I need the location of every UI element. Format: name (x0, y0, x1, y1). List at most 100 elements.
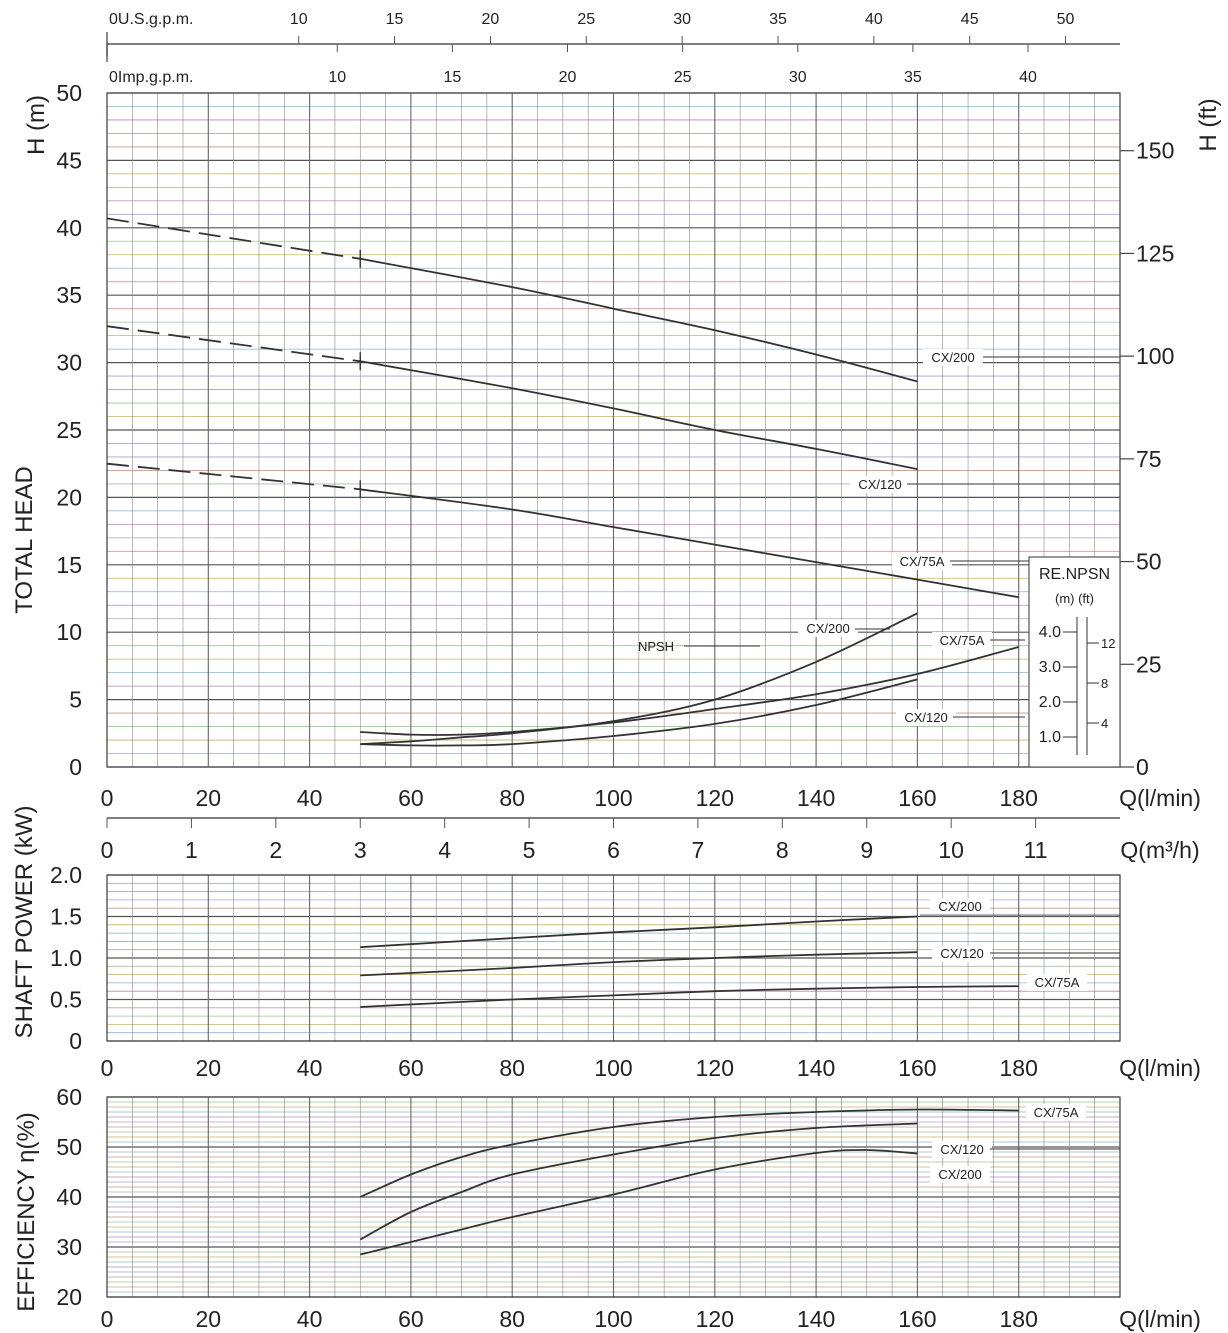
ft-tick-label: 25 (1136, 651, 1162, 677)
eff-curve-cx-75a (359, 1108, 1019, 1198)
head-x-tick-label: 60 (398, 785, 424, 811)
label-eff-cx-75a: CX/75A (1034, 1105, 1079, 1120)
power-curve-cx-75a (360, 985, 1019, 1008)
label-eff-cx-200: CX/200 (938, 1167, 981, 1182)
power-x-axis-label: Q(l/min) (1119, 1055, 1201, 1081)
label-power-cx-200-bg (930, 898, 990, 915)
imp-gpm-tick-label: 25 (674, 69, 692, 86)
axes (106, 32, 1134, 828)
head-y-tick-label: 0 (69, 754, 82, 780)
label-head-cx-200-bg (923, 349, 983, 366)
us-gpm-tick-label: 45 (961, 11, 979, 28)
eff-x-tick-label: 40 (297, 1306, 323, 1332)
head-y-tick-label: 20 (56, 484, 82, 510)
m3h-tick-label: 0 (101, 837, 114, 863)
ft-tick-label: 125 (1136, 240, 1174, 266)
power-x-tick-label: 120 (696, 1055, 734, 1081)
power-x-tick-label: 160 (898, 1055, 936, 1081)
label-npsh-cx-75a-bg (932, 632, 992, 649)
re-npsh-ft-tick-label: 4 (1101, 716, 1108, 731)
label-npsh-cx-120-bg (896, 709, 956, 726)
m3h-tick-label: 5 (523, 837, 536, 863)
head-curve-cx-200-dashed (106, 217, 361, 260)
head-unit-right-label: H (ft) (1195, 98, 1222, 151)
label-npsh-cx-120: CX/120 (904, 710, 947, 725)
label-eff-cx-120: CX/120 (940, 1142, 983, 1157)
power-x-tick-label: 100 (594, 1055, 632, 1081)
curves (106, 217, 1019, 1256)
eff-y-axis-label: EFFICIENCY η(%) (13, 1112, 40, 1312)
eff-x-tick-label: 160 (898, 1306, 936, 1332)
m3h-tick-label: 2 (269, 837, 282, 863)
eff-x-tick-label: 20 (196, 1306, 222, 1332)
re-npsh-units: (m) (ft) (1055, 591, 1094, 606)
head-curve-cx-75a (360, 488, 1019, 599)
eff-x-tick-label: 120 (696, 1306, 734, 1332)
re-npsh-m-tick-label: 2.0 (1039, 694, 1061, 711)
power-x-tick-label: 0 (101, 1055, 114, 1081)
us-gpm-tick-label: 20 (482, 11, 500, 28)
us-gpm-tick-label: 35 (769, 11, 787, 28)
head-y-tick-label: 45 (56, 147, 82, 173)
eff-x-tick-label: 0 (101, 1306, 114, 1332)
power-x-tick-label: 180 (1000, 1055, 1038, 1081)
head-curve-cx-120-dashed (106, 325, 361, 363)
m3h-tick-label: 4 (438, 837, 451, 863)
eff-curve-cx-200 (360, 1149, 918, 1256)
eff-y-tick-label: 60 (56, 1084, 82, 1110)
label-head-cx-200: CX/200 (931, 350, 974, 365)
imp-gpm-tick-label: 40 (1019, 69, 1037, 86)
imp-gpm-tick-label: 10 (328, 69, 346, 86)
m3h-tick-label: 9 (860, 837, 873, 863)
m3h-tick-label: 6 (607, 837, 620, 863)
head-x-axis-label: Q(l/min) (1119, 785, 1201, 811)
head-y-tick-label: 25 (56, 417, 82, 443)
ft-tick-label: 0 (1136, 754, 1149, 780)
ft-tick-label: 150 (1136, 138, 1174, 164)
ft-tick-label: 50 (1136, 549, 1162, 575)
npsh-curve-cx-120 (360, 678, 918, 747)
m3h-tick-label: 8 (776, 837, 789, 863)
head-x-tick-label: 0 (101, 785, 114, 811)
power-x-tick-label: 80 (499, 1055, 525, 1081)
head-y-tick-label: 10 (56, 619, 82, 645)
label-npsh-cx-200-bg (798, 620, 858, 637)
head-y-tick-label: 30 (56, 350, 82, 376)
eff-curve-cx-120 (359, 1122, 918, 1241)
m3h-tick-label: 3 (354, 837, 367, 863)
label-eff-cx-75a-bg (1026, 1104, 1086, 1121)
m3h-tick-label: 1 (185, 837, 198, 863)
label-power-cx-200: CX/200 (938, 899, 981, 914)
power-y-tick-label: 0 (69, 1028, 82, 1054)
eff-x-tick-label: 80 (499, 1306, 525, 1332)
head-curve-cx-200 (360, 257, 918, 383)
npsh-label: NPSH (638, 639, 674, 654)
re-npsh-m-tick-label: 1.0 (1039, 729, 1061, 746)
power-y-tick-label: 0.5 (50, 987, 82, 1013)
imp-gpm-tick-label: 20 (559, 69, 577, 86)
plot-frame (106, 874, 1121, 1042)
eff-x-tick-label: 60 (398, 1306, 424, 1332)
label-power-cx-75a-bg (1027, 974, 1087, 991)
label-head-cx-120: CX/120 (858, 477, 901, 492)
power-curve-cx-120 (360, 951, 918, 977)
eff-x-tick-label: 180 (1000, 1306, 1038, 1332)
imp-gpm-label: 0Imp.g.p.m. (109, 69, 193, 86)
m3h-tick-label: 7 (692, 837, 705, 863)
head-x-tick-label: 40 (297, 785, 323, 811)
label-eff-cx-120-bg (932, 1141, 992, 1158)
eff-y-tick-label: 40 (56, 1184, 82, 1210)
head-x-tick-label: 160 (898, 785, 936, 811)
us-gpm-tick-label: 10 (290, 11, 308, 28)
grids (106, 92, 1121, 1298)
head-curve-cx-75a-dashed (106, 462, 361, 491)
head-y-tick-label: 40 (56, 215, 82, 241)
eff-x-tick-label: 100 (594, 1306, 632, 1332)
power-x-tick-label: 140 (797, 1055, 835, 1081)
head-x-tick-label: 20 (196, 785, 222, 811)
label-power-cx-75a: CX/75A (1035, 975, 1080, 990)
head-x-tick-label: 180 (1000, 785, 1038, 811)
head-y-tick-label: 35 (56, 282, 82, 308)
head-curve-cx-120 (360, 360, 918, 470)
